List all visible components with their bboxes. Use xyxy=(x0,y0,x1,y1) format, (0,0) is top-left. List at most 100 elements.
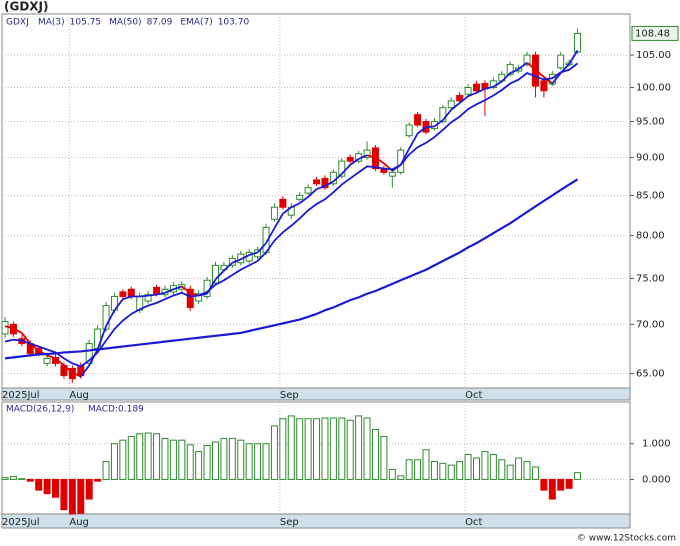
candle-body xyxy=(506,64,514,75)
legend-value: 87.09 xyxy=(147,18,173,28)
macd-bar xyxy=(321,417,329,480)
macd-bar xyxy=(388,468,396,480)
macd-bar xyxy=(119,439,127,480)
candle-body xyxy=(388,171,396,177)
ma-segment xyxy=(467,91,477,98)
ma-segment xyxy=(240,254,250,261)
x-tick-label: Aug xyxy=(69,390,89,401)
y-tick-label: 105.00 xyxy=(636,50,671,61)
macd-bar xyxy=(212,441,219,480)
ma-segment xyxy=(21,332,31,345)
ma-segment xyxy=(543,76,553,85)
macd-bar xyxy=(178,439,186,480)
legend-value: 103.70 xyxy=(218,18,250,28)
macd-bar xyxy=(203,445,211,480)
ma-segment xyxy=(534,69,545,78)
ticker: GDXJ xyxy=(6,18,29,28)
candle-body xyxy=(153,286,161,295)
ma-segment xyxy=(551,72,562,85)
ma-line xyxy=(4,62,579,368)
macd-bar xyxy=(464,453,472,480)
macd-bar xyxy=(439,462,447,480)
legend-name: EMA(7) xyxy=(180,18,212,28)
macd-bar xyxy=(313,418,321,480)
macd-bar xyxy=(304,418,312,480)
y-tick-label: 1.000 xyxy=(642,439,671,450)
candle-body xyxy=(557,54,565,69)
ma-segment xyxy=(324,180,334,187)
date-strip xyxy=(1,387,631,401)
macd-bar xyxy=(26,478,34,482)
ma-segment xyxy=(156,291,166,296)
ma-segment xyxy=(316,185,326,191)
ma-segment xyxy=(476,87,486,94)
last-price: 108.48 xyxy=(635,28,670,39)
candle-body xyxy=(279,198,287,208)
macd-bar xyxy=(279,418,287,480)
ma-segment xyxy=(374,156,385,165)
candle-body xyxy=(447,100,455,109)
y-tick-label: 70.00 xyxy=(636,319,665,330)
ma-segment xyxy=(231,258,242,264)
ma-segment xyxy=(509,68,519,74)
macd-bar xyxy=(473,457,481,480)
candle-body xyxy=(304,187,312,194)
candle-body xyxy=(85,343,93,364)
y-tick-label: 90.00 xyxy=(636,152,665,163)
macd-bar xyxy=(237,439,245,480)
macd-bar xyxy=(506,464,514,480)
macd-bar xyxy=(127,436,135,480)
ma-segment xyxy=(164,288,174,294)
candle-body xyxy=(405,124,413,137)
macd-bar xyxy=(363,417,371,480)
ma-segment xyxy=(214,269,225,281)
candle-body xyxy=(270,206,278,220)
ma-segment xyxy=(349,158,360,166)
ma-segment xyxy=(526,62,537,71)
macd-bar xyxy=(380,436,388,480)
y-tick-label: 0.000 xyxy=(642,474,671,485)
macd-bar xyxy=(338,417,346,480)
ma-segment xyxy=(248,251,258,256)
macd-label: MACD:0.189 xyxy=(88,405,144,415)
macd-bar xyxy=(565,478,573,489)
ma-segment xyxy=(223,262,233,272)
macd-bar xyxy=(43,478,51,495)
x-tick-label: Oct xyxy=(465,517,482,528)
ma-segment xyxy=(450,102,461,111)
candle-body xyxy=(212,264,219,284)
ma-segment xyxy=(273,213,284,229)
legend-name: MA(3) xyxy=(38,18,65,28)
ma-segment xyxy=(433,119,444,128)
ma-segment xyxy=(46,354,56,360)
ma-segment xyxy=(139,294,149,298)
ma-segment xyxy=(299,196,309,204)
x-tick-label: Aug xyxy=(69,517,89,528)
legend-name: MA(50) xyxy=(109,18,141,28)
macd-bar xyxy=(498,459,506,480)
ma-segment xyxy=(568,49,579,65)
ma-segment xyxy=(4,325,14,330)
macd-bar xyxy=(144,432,152,480)
macd-bar xyxy=(220,437,228,480)
ma-segment xyxy=(96,325,107,350)
macd-bar xyxy=(9,476,17,480)
candle-body xyxy=(321,177,329,189)
candle-body xyxy=(127,288,135,297)
ma-segment xyxy=(256,242,267,254)
macd-bar xyxy=(531,466,539,480)
macd-bar xyxy=(77,478,85,514)
date-strip xyxy=(1,513,631,529)
candle-body xyxy=(338,160,346,177)
legend-value: 105.75 xyxy=(70,18,102,28)
macd-bar xyxy=(355,415,363,480)
candle-body xyxy=(414,114,422,126)
candle-body xyxy=(439,107,447,123)
candle-body xyxy=(473,83,481,92)
candle-body xyxy=(119,291,127,297)
macd-bar xyxy=(102,461,110,480)
ma-segment xyxy=(173,285,183,291)
ma-segment xyxy=(425,125,435,129)
macd-bar xyxy=(456,461,464,480)
macd-bar xyxy=(540,478,548,491)
